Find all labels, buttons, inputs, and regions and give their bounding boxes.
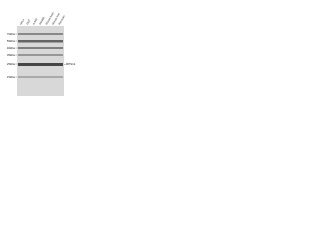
marker-label: 25kDa	[7, 62, 16, 66]
marker-label: 55kDa	[7, 39, 16, 43]
band	[18, 63, 63, 66]
band	[18, 40, 63, 43]
marker-label: 70kDa	[7, 32, 16, 36]
western-blot: RPS11 HeLa 293T A-549 SW480 Mouse brainMouse…	[7, 11, 76, 96]
band	[18, 33, 63, 35]
bands	[18, 33, 63, 78]
band	[18, 76, 63, 78]
marker-label: 15kDa	[7, 75, 16, 79]
lane-label: 293T	[25, 18, 32, 25]
lane-label: A-549	[31, 17, 38, 25]
blot-membrane	[17, 26, 64, 96]
lane-label: Mouse liver	[51, 12, 61, 26]
band	[18, 54, 63, 56]
lane-label: Rat brain	[57, 14, 66, 26]
lane-label: SW480	[38, 16, 46, 26]
target-label: RPS11	[66, 62, 76, 66]
band	[18, 47, 63, 49]
lane-label: Mouse brain	[44, 11, 55, 26]
marker-label: 35kDa	[7, 53, 16, 57]
marker-label: 40kDa	[7, 46, 16, 50]
lane-label: HeLa	[19, 18, 26, 26]
